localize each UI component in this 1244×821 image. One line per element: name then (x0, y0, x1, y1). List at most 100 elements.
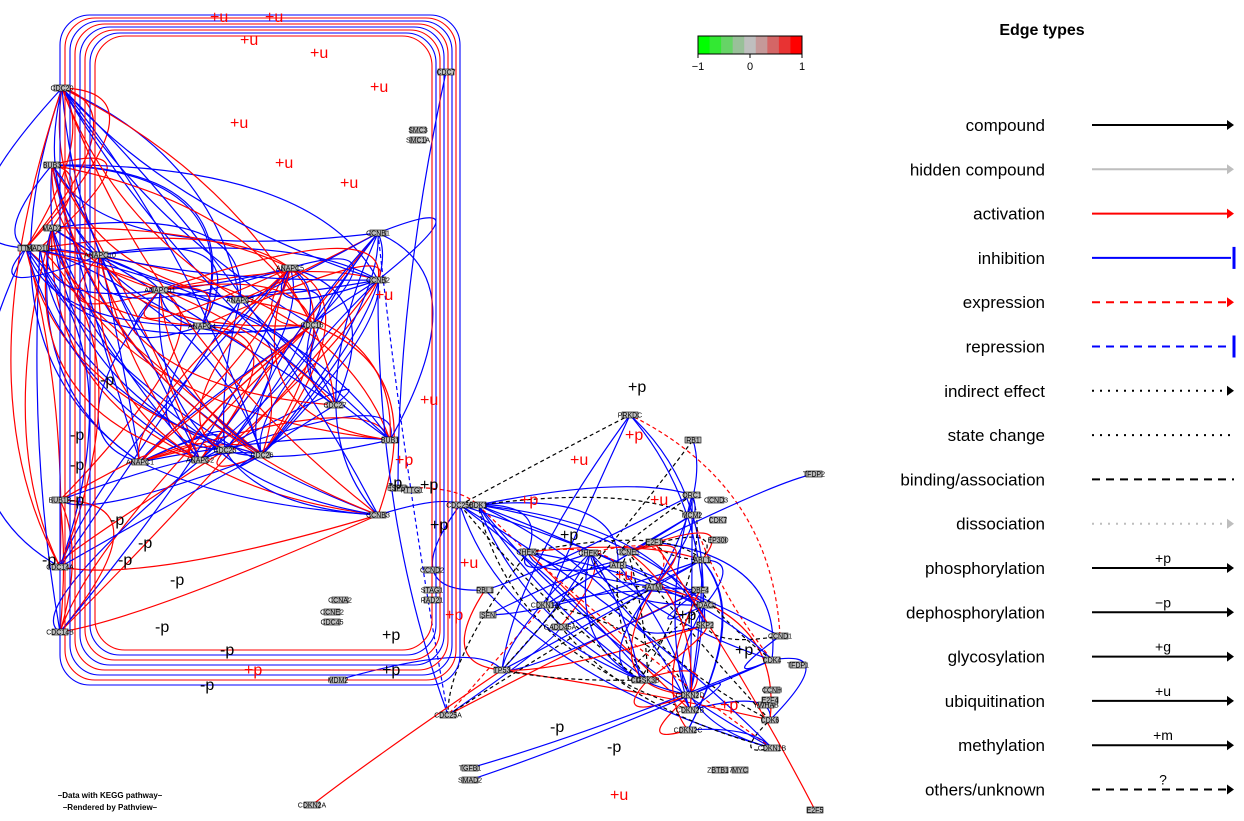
pathway-edge-117 (99, 254, 201, 461)
gene-node-label: SMC3 (408, 128, 428, 135)
pathway-edge-46 (139, 443, 208, 463)
pathway-edge-56 (61, 87, 241, 301)
gene-node-label: CDKN1A (531, 603, 560, 610)
gene-node-label: CHEK1 (516, 550, 539, 557)
edge-label: +u (240, 32, 258, 49)
gene-node-box (681, 706, 699, 714)
pathway-edge-241 (523, 551, 591, 568)
gene-node-label: CHEK2 (578, 551, 601, 558)
gene-node-box (761, 696, 779, 704)
legend-arrowhead (1227, 297, 1234, 308)
color-key-swatch (790, 36, 803, 54)
gene-node-box (707, 496, 725, 504)
gene-node-label: SMC1A (406, 138, 430, 145)
gene-node: ANAPC1 (126, 458, 154, 467)
gene-node: ORC1 (682, 491, 702, 500)
gene-node-label: BUB1B (49, 498, 72, 505)
legend-item-label: methylation (958, 736, 1045, 755)
legend-item: hidden compound (910, 160, 1234, 179)
gene-node-label: STAG1 (421, 588, 444, 595)
gene-node-label: CDK7 (709, 518, 728, 525)
legend-item-label: expression (963, 293, 1045, 312)
gene-node: CDC27 (324, 401, 347, 410)
gene-node: ANAPC10 (84, 251, 116, 260)
pathway-edge-104 (59, 514, 379, 571)
gene-node-label: CCND3 (704, 498, 728, 505)
pathway-edge-83 (25, 87, 111, 249)
edge-label: -p (200, 677, 214, 694)
gene-node: MAD2 (42, 224, 62, 233)
gene-node-label: RB1 (686, 438, 700, 445)
credits: –Data with KEGG pathway– –Rendered by Pa… (58, 791, 163, 812)
gene-node-box (551, 623, 569, 631)
gene-node: ATR (609, 561, 627, 570)
edge-label: +p (628, 379, 646, 396)
pathway-edge-103 (273, 267, 391, 441)
gene-node: ZBTB17 (707, 766, 733, 775)
pathway-edge-213 (477, 504, 706, 606)
legend-item: indirect effect (944, 382, 1234, 401)
legend-item-label: state change (948, 426, 1045, 445)
gene-node-label: CCNB1 (366, 231, 390, 238)
gene-node-box (639, 676, 657, 684)
pathway-edge-50 (139, 461, 379, 516)
pathway-edge-22 (199, 388, 350, 461)
gene-node-box (31, 244, 49, 252)
pathway-edge-144 (51, 164, 161, 291)
gene-node-label: YWHAB (753, 703, 779, 710)
gene-node: ANAPC4 (188, 322, 216, 331)
color-key-swatch (755, 36, 768, 54)
edge-label: +p (430, 517, 448, 534)
gene-node-box (403, 486, 421, 494)
legend-item-label: activation (973, 205, 1045, 224)
gene-node-box (619, 548, 637, 556)
pathway-edge-247 (627, 551, 693, 711)
pathway-edge-123 (159, 289, 263, 456)
gene-node-box (684, 436, 702, 444)
pathway-edge-frame-4 (79, 26, 445, 666)
gene-node-box (709, 536, 727, 544)
pathway-edge-181 (477, 502, 619, 566)
gene-node-label: CCNH (762, 688, 782, 695)
pathway-edge-77 (25, 247, 201, 461)
pathway-edge-26 (261, 232, 384, 456)
gene-node-box (691, 586, 709, 594)
legend-arrowhead (1227, 784, 1234, 795)
gene-node-box (581, 549, 599, 557)
legend-item-label: inhibition (978, 249, 1045, 268)
gene-node: TFDP2 (803, 470, 825, 479)
legend-arrowhead (1227, 208, 1234, 219)
gene-node-label: TP53 (494, 668, 511, 675)
gene-node-box (281, 264, 299, 272)
edge-label: +u (370, 79, 388, 96)
gene-node-box (771, 632, 789, 640)
gene-node: E2F1 (646, 538, 662, 547)
gene-node-box (645, 583, 663, 591)
edge-label: +u (265, 9, 283, 26)
gene-node-box (609, 561, 627, 569)
gene-node-label: RBL1 (476, 588, 494, 595)
gene-node: CDC25B (446, 501, 474, 510)
pathway-edge-137 (137, 267, 291, 463)
legend-symbol: ? (1159, 772, 1167, 788)
legend-item: state change (948, 426, 1234, 445)
gene-node-label: TTK (19, 246, 33, 253)
pathway-edge-58 (96, 254, 291, 299)
pathway-edge-167 (691, 514, 773, 661)
pathway-edge-71 (165, 325, 226, 451)
pathway-edge-261 (687, 728, 773, 749)
gene-node-box (621, 411, 639, 419)
edge-label: -p (118, 552, 132, 569)
edge-label: +p (382, 627, 400, 644)
gene-node-label: MAD2 (42, 226, 62, 233)
gene-node: HDAC1 (693, 601, 717, 610)
edge-label: +u (420, 392, 438, 409)
gene-node: MAD1L1 (26, 244, 54, 253)
gene-node-label: ANAPC1 (126, 460, 154, 467)
pathway-edge-112 (199, 267, 291, 451)
gene-node-label: CDC25B (446, 503, 474, 510)
gene-node-box (323, 618, 341, 626)
pathway-edge-237 (653, 494, 696, 588)
gene-node-label: CCND1 (768, 634, 792, 641)
legend-arrowhead (1227, 120, 1234, 130)
